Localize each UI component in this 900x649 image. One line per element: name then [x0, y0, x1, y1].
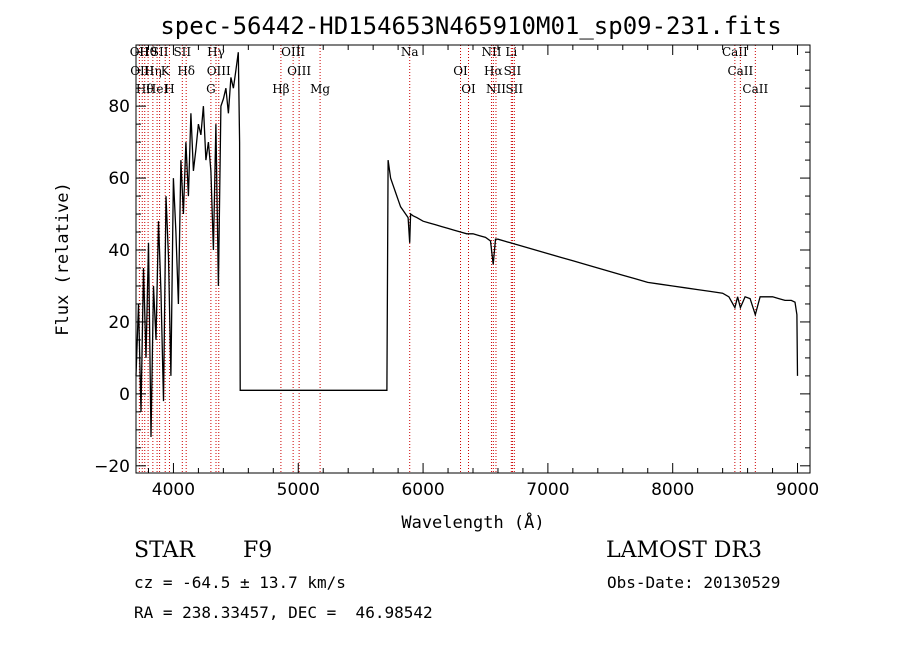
- y-tick-label: 80: [108, 97, 130, 117]
- spectral-line-label: Hδ: [177, 64, 195, 78]
- spectral-line-label: OIII: [281, 45, 305, 59]
- spectrum-line: [135, 52, 799, 438]
- survey-label: LAMOST DR3: [606, 538, 762, 563]
- spectral-line-label: SII: [173, 45, 191, 59]
- spectral-line-label: NII: [481, 45, 501, 59]
- x-tick-label: 6000: [401, 480, 444, 500]
- y-tick-label: 40: [108, 241, 130, 261]
- x-tick-label: 7000: [526, 480, 569, 500]
- spectral-line-label: Hβ: [272, 82, 289, 96]
- spectral-line-label: Hγ: [207, 45, 225, 59]
- spectral-line-label: CaII: [727, 64, 753, 78]
- x-tick-label: 4000: [152, 480, 195, 500]
- x-tick-label: 5000: [277, 480, 320, 500]
- spectral-line-label: CaII: [722, 45, 748, 59]
- y-tick-label: 60: [108, 169, 130, 189]
- spectral-line-label: NII: [486, 82, 506, 96]
- chart-title: spec-56442-HD154653N465910M01_sp09-231.f…: [160, 12, 781, 40]
- spectral-line-label: Hα: [484, 64, 503, 78]
- x-tick-label: 8000: [651, 480, 694, 500]
- spectral-line-label: OI: [453, 64, 468, 78]
- x-axis-label: Wavelength (Å): [401, 511, 544, 533]
- object-class: STAR: [134, 538, 195, 563]
- coordinates-label: RA = 238.33457, DEC = 46.98542: [134, 603, 433, 622]
- spectral-line-label: Mg: [310, 82, 330, 96]
- spectral-line-label: Li: [505, 45, 517, 59]
- spectral-line-label: Hη: [144, 64, 162, 78]
- spectral-line-label: OIII: [207, 64, 231, 78]
- y-tick-label: −20: [94, 457, 130, 477]
- spectral-line-label: HeI: [146, 82, 169, 96]
- spectral-line-label: G: [206, 82, 216, 96]
- spectral-line-label: Hθ: [136, 82, 154, 96]
- spectral-line-label: SII: [505, 82, 523, 96]
- spectral-line-label: SII: [151, 45, 169, 59]
- spectral-line-label: K: [161, 64, 171, 78]
- obs-date-label: Obs-Date: 20130529: [607, 573, 781, 592]
- y-tick-label: 0: [119, 385, 130, 405]
- y-tick-label: 20: [108, 313, 130, 333]
- plot-frame: [135, 44, 811, 474]
- x-tick-label: 9000: [776, 480, 819, 500]
- spectral-line-label: H: [164, 82, 174, 96]
- spectral-line-label: OI: [461, 82, 476, 96]
- spectral-line-label: SII: [504, 64, 522, 78]
- redshift-label: cz = -64.5 ± 13.7 km/s: [134, 573, 346, 592]
- spectral-line-label: CaII: [742, 82, 768, 96]
- spectral-line-label: OIII: [287, 64, 311, 78]
- object-subclass: F9: [243, 538, 273, 563]
- y-axis-label: Flux (relative): [53, 182, 73, 336]
- spectral-line-label: Na: [401, 45, 419, 59]
